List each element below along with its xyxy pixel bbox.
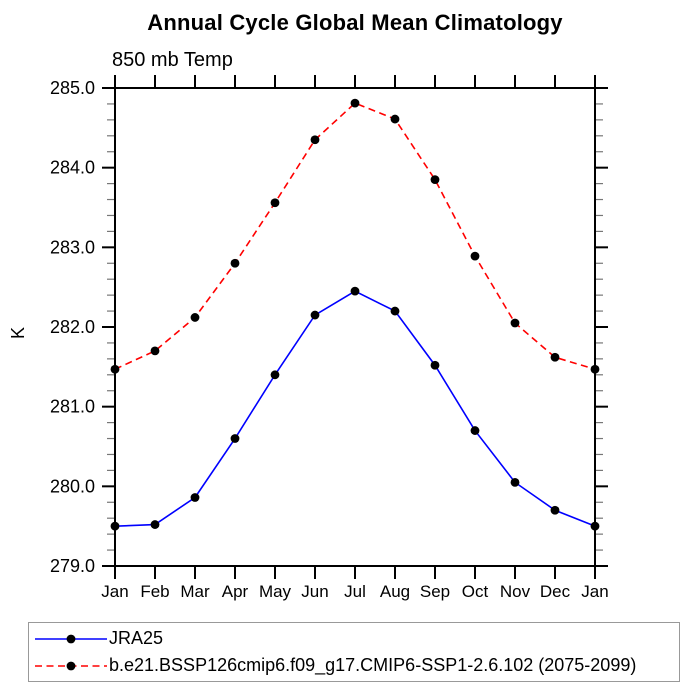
data-point (230, 258, 240, 268)
data-point (510, 477, 520, 487)
x-tick-label: Jan (101, 582, 128, 601)
x-axis: Jan Feb Mar Apr May Jun Jul Aug Sep Oct Nov Dec Jan (101, 75, 609, 601)
data-point (270, 198, 280, 208)
y-axis-title: K (8, 327, 28, 339)
series-line-1 (114, 102, 596, 370)
data-point (390, 114, 400, 124)
legend: JRA25 b.e21.BSSP126cmip6.f09_g17.CMIP6-S… (28, 622, 680, 682)
x-tick-label: Jan (581, 582, 608, 601)
data-point (390, 306, 400, 316)
y-tick-label: 282.0 (50, 317, 95, 337)
y-tick-label: 284.0 (50, 158, 95, 178)
x-tick-label: Aug (380, 582, 410, 601)
series-1 (110, 98, 600, 374)
data-point (430, 175, 440, 185)
data-point (150, 346, 160, 356)
x-tick-label: Jul (344, 582, 366, 601)
data-point (110, 521, 120, 531)
x-tick-label: Apr (222, 582, 249, 601)
legend-label: b.e21.BSSP126cmip6.f09_g17.CMIP6-SSP1-2.… (109, 655, 637, 675)
legend-label: JRA25 (109, 628, 164, 648)
data-point (350, 286, 360, 296)
data-point (190, 313, 200, 322)
x-tick-label: May (259, 582, 292, 601)
data-point (150, 520, 160, 529)
legend-item-model: b.e21.BSSP126cmip6.f09_g17.CMIP6-SSP1-2.… (33, 652, 679, 679)
plot-frame (114, 87, 596, 567)
x-tick-label: Jun (301, 582, 328, 601)
data-point (230, 434, 240, 443)
data-point (590, 521, 600, 531)
data-point (110, 364, 120, 374)
data-point (470, 251, 480, 261)
legend-line-solid-icon (35, 634, 107, 643)
data-point (550, 505, 560, 515)
y-tick-label: 281.0 (50, 397, 95, 417)
data-point (590, 364, 600, 374)
data-point (310, 310, 320, 320)
y-tick-label: 279.0 (50, 556, 95, 576)
y-tick-label: 285.0 (50, 78, 95, 98)
data-point (190, 493, 200, 502)
plot-area: 279.0 280.0 281.0 282.0 283.0 284.0 285.0 K Jan F… (8, 75, 609, 601)
data-point (430, 360, 440, 370)
data-point (550, 352, 560, 362)
x-tick-label: Feb (140, 582, 169, 601)
data-point (350, 98, 360, 108)
data-point (310, 135, 320, 145)
y-tick-label: 283.0 (50, 237, 95, 257)
chart-subtitle: 850 mb Temp (112, 49, 233, 71)
data-point (510, 318, 520, 328)
series-line-0 (114, 290, 596, 527)
x-tick-label: Nov (500, 582, 531, 601)
legend-item-jra25: JRA25 (33, 625, 679, 652)
chart-title: Annual Cycle Global Mean Climatology (147, 10, 563, 35)
legend-line-dashed-icon (35, 661, 107, 670)
x-tick-label: Dec (540, 582, 571, 601)
x-tick-label: Mar (180, 582, 210, 601)
x-tick-label: Sep (420, 582, 450, 601)
y-tick-label: 280.0 (50, 476, 95, 496)
data-point (270, 370, 280, 380)
y-axis: 279.0 280.0 281.0 282.0 283.0 284.0 285.0 K (8, 78, 608, 576)
x-tick-label: Oct (462, 582, 489, 601)
series-0 (110, 286, 600, 531)
data-point (470, 426, 480, 435)
